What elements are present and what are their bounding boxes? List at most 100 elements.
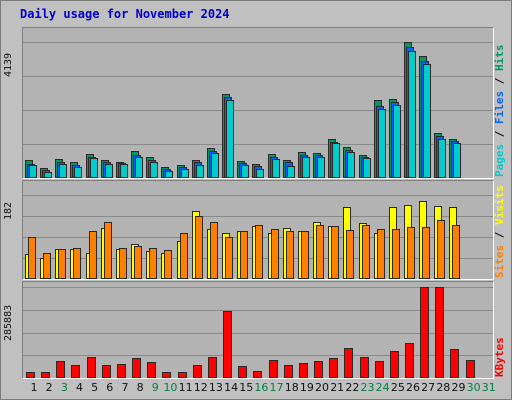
legend-hits: Hits [493,44,506,72]
gridline [23,110,493,111]
kbytes-bar-day-24 [374,361,384,378]
x-tick-label-day-30: 30 [466,381,481,394]
kbytes-bar-day-11 [177,372,187,378]
gridline [23,42,493,43]
kbytes-legend: KBytes [493,281,509,377]
pages-bar-day-14 [226,100,235,178]
x-tick-label-day-29: 29 [451,381,466,394]
sites-bar-day-14 [225,237,234,279]
pages-bar-day-8 [135,157,144,178]
kbytes-bar-day-18 [283,365,293,378]
kbytes-bar-day-28 [435,287,445,378]
hits-files-pages-panel [22,27,494,179]
x-tick-label-day-6: 6 [106,381,114,394]
kbytes-bar-day-26 [405,343,414,378]
pages-bar-day-28 [438,139,447,178]
kbytes-bar-day-14 [223,311,233,378]
sites-bar-day-10 [164,250,173,279]
kbytes-max-label: 285883 [3,304,14,341]
x-tick-label-day-12: 12 [193,381,208,394]
chart-title: Daily usage for November 2024 [20,7,230,21]
pages-bar-day-7 [119,164,128,178]
kbytes-bar-day-30 [465,360,475,378]
pages-bar-day-12 [195,165,204,178]
kbytes-bar-day-7 [116,364,126,378]
pages-bar-day-17 [271,159,280,178]
x-tick-label-day-31: 31 [481,381,496,394]
sites-bar-day-5 [88,231,97,279]
kbytes-bar-day-29 [450,349,460,378]
kbytes-bar-day-21 [329,358,339,378]
gridline [23,195,493,196]
x-tick-label-day-18: 18 [284,381,299,394]
x-tick-label-day-15: 15 [239,381,254,394]
sites-bar-day-25 [391,229,400,279]
sites-bar-day-19 [300,231,309,279]
kbytes-bar-day-13 [207,357,217,378]
pages-bar-day-21 [332,143,341,178]
pages-bar-day-16 [256,169,265,178]
hits-max-label: 4139 [3,52,14,77]
x-tick-label-day-1: 1 [30,381,38,394]
x-tick-label-day-27: 27 [421,381,436,394]
sites-bar-day-8 [134,246,143,279]
legend-sites: Sites [493,244,506,278]
legend-files: Files [493,90,506,124]
sites-bar-day-16 [255,225,264,279]
x-tick-label-day-22: 22 [345,381,360,394]
pages-bar-day-13 [210,153,219,178]
sites-bar-day-1 [28,237,36,279]
sites-bar-day-3 [58,249,67,279]
hits-files-pages-legend: Pages / Files / Hits [493,27,509,178]
pages-bar-day-24 [377,109,386,178]
sites-bar-day-11 [179,233,188,279]
sites-bar-day-23 [361,225,370,279]
x-tick-label-day-9: 9 [151,381,159,394]
x-tick-label-day-11: 11 [178,381,193,394]
kbytes-bar-day-8 [132,358,142,378]
x-tick-label-day-20: 20 [315,381,330,394]
pages-bar-day-15 [241,165,250,178]
pages-bar-day-6 [104,164,113,178]
kbytes-bar-day-9 [147,362,157,378]
pages-bar-day-20 [317,157,326,178]
pages-bar-day-2 [44,172,53,178]
x-tick-label-day-23: 23 [360,381,375,394]
pages-bar-day-25 [392,105,401,178]
x-axis-day-labels: 1 2 3 4 5 6 7 8 9 10 11 12 13 14 15 16 17 18 19 20 21 22 23 24 2… [22,381,496,395]
sites-bar-day-13 [209,222,218,279]
kbytes-bar-day-16 [253,371,263,378]
kbytes-panel [22,281,494,379]
x-tick-label-day-26: 26 [406,381,420,394]
kbytes-bar-day-17 [268,360,278,378]
kbytes-bar-day-27 [420,287,430,378]
legend-pages: Pages [493,143,506,177]
kbytes-bar-day-1 [26,372,35,378]
x-tick-label-day-17: 17 [269,381,284,394]
pages-bar-day-18 [286,166,295,178]
pages-bar-day-3 [59,164,68,178]
gridline [23,76,493,77]
kbytes-bar-day-4 [71,365,81,378]
kbytes-bar-day-19 [298,363,308,378]
pages-bar-day-26 [408,51,416,178]
pages-bar-day-27 [423,64,432,178]
sites-bar-day-15 [240,231,249,279]
sites-bar-day-18 [285,231,294,279]
pages-bar-day-23 [362,158,371,178]
x-tick-label-day-24: 24 [375,381,390,394]
pages-bar-day-11 [180,169,189,178]
x-tick-label-day-21: 21 [330,381,345,394]
sites-bar-day-17 [270,229,279,279]
x-tick-label-day-28: 28 [436,381,451,394]
x-tick-label-day-7: 7 [121,381,129,394]
kbytes-bar-day-10 [162,372,172,378]
x-tick-label-day-8: 8 [136,381,144,394]
x-tick-label-day-13: 13 [208,381,223,394]
sites-bar-day-29 [452,225,461,279]
pages-bar-day-5 [89,158,98,178]
pages-bar-day-19 [301,157,310,178]
gridline [23,355,493,357]
gridline [23,216,493,217]
x-tick-label-day-5: 5 [91,381,99,394]
